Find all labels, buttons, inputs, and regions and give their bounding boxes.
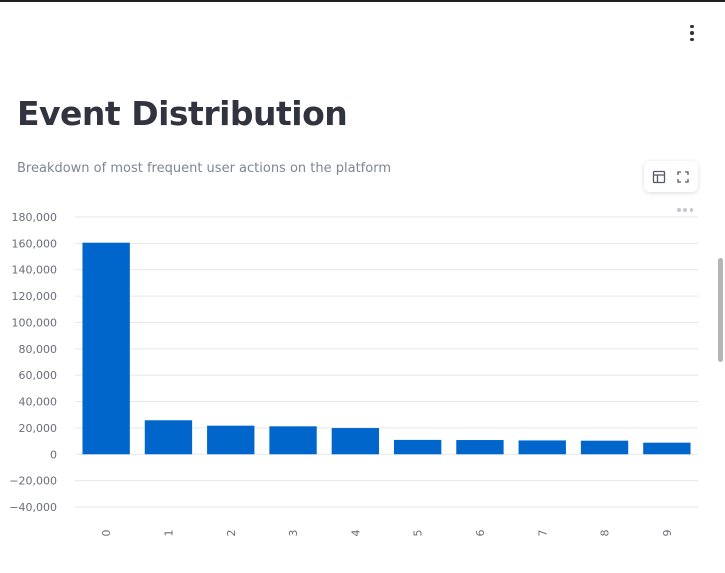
y-tick-label: 20,000	[19, 422, 58, 435]
fullscreen-button[interactable]	[674, 168, 692, 186]
bar-6[interactable]	[456, 440, 504, 455]
table-icon	[652, 170, 666, 183]
bar-3[interactable]	[269, 426, 317, 455]
bar-chart: 180,000160,000140,000120,000100,00080,00…	[9, 211, 698, 537]
chart-gridlines	[75, 216, 698, 508]
y-tick-label: 60,000	[19, 369, 58, 382]
x-tick-label: 0	[100, 530, 113, 537]
y-tick-label: 40,000	[19, 396, 58, 409]
x-tick-label: 7	[536, 530, 549, 537]
bar-0[interactable]	[82, 242, 130, 455]
bar-5[interactable]	[393, 439, 442, 455]
x-tick-label: 3	[287, 530, 300, 537]
more-horizontal-icon-dot	[683, 208, 687, 212]
chart-bars	[82, 242, 691, 455]
y-tick-label: −40,000	[9, 501, 57, 514]
window-top-border	[0, 0, 725, 2]
page-scrollbar-thumb[interactable]	[718, 258, 723, 362]
chart-options-button[interactable]	[677, 206, 693, 214]
bar-9[interactable]	[643, 442, 691, 455]
more-vertical-icon-dot	[690, 31, 694, 35]
x-tick-label: 6	[474, 530, 487, 537]
y-tick-label: 100,000	[12, 316, 58, 329]
y-tick-label: 160,000	[12, 237, 58, 250]
bar-2[interactable]	[207, 425, 255, 455]
y-tick-label: 120,000	[12, 290, 58, 303]
x-tick-label: 5	[412, 530, 425, 537]
fullscreen-icon	[677, 170, 689, 183]
x-tick-label: 9	[661, 530, 674, 537]
x-tick-label: 8	[599, 530, 612, 537]
more-vertical-icon-dot	[690, 37, 694, 42]
y-tick-label: 80,000	[19, 343, 58, 356]
y-tick-label: 0	[50, 448, 57, 461]
bar-7[interactable]	[518, 440, 566, 455]
page-caption: Breakdown of most frequent user actions …	[17, 161, 391, 176]
bar-8[interactable]	[580, 440, 629, 455]
chart-toolbar	[644, 161, 698, 192]
main-menu-button[interactable]	[682, 22, 702, 44]
show-data-table-button[interactable]	[650, 168, 668, 186]
x-axis-tick-labels: 0 1 2 3 4 5 6 7 8 9	[100, 530, 674, 537]
y-tick-label: −20,000	[9, 475, 57, 488]
page-title: Event Distribution	[17, 94, 348, 133]
y-tick-label: 180,000	[12, 211, 58, 224]
y-tick-label: 140,000	[12, 264, 58, 277]
more-horizontal-icon-dot	[689, 208, 693, 212]
x-tick-label: 1	[162, 530, 175, 537]
more-horizontal-icon	[677, 208, 681, 212]
bar-1[interactable]	[144, 420, 193, 455]
more-vertical-icon	[690, 24, 694, 29]
bar-4[interactable]	[331, 428, 380, 455]
x-tick-label: 4	[349, 530, 362, 537]
x-tick-label: 2	[225, 530, 238, 537]
y-axis-tick-labels: 180,000 160,000 140,000 120,000 100,000 80,00…	[9, 211, 57, 514]
